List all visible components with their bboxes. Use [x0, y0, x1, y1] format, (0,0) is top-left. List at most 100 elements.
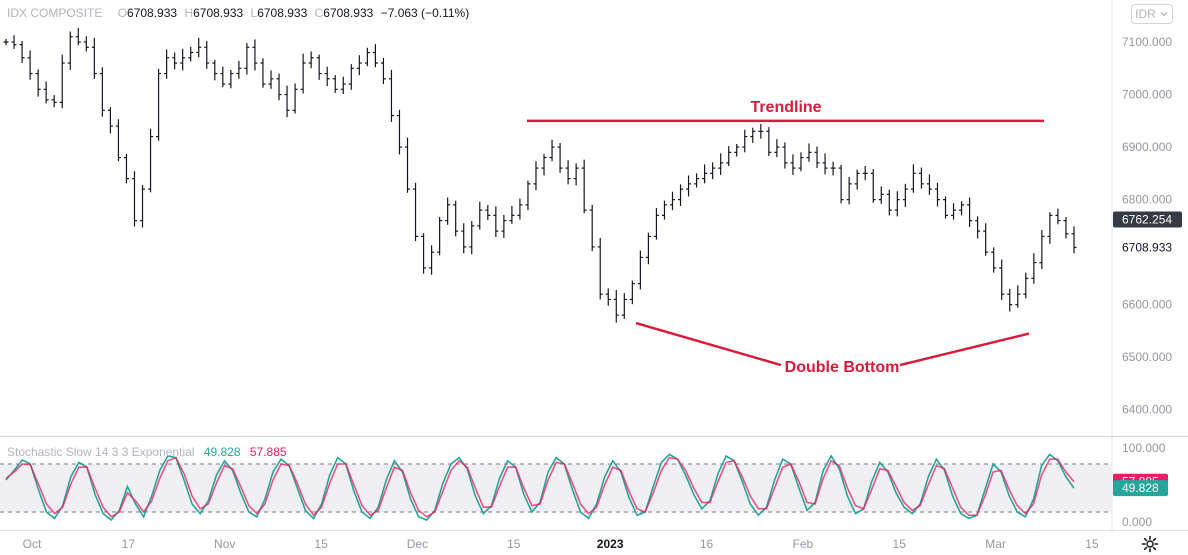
- ohlc-bar: [3, 38, 9, 46]
- close-value: 6708.933: [323, 6, 374, 20]
- chevron-down-icon: [1160, 12, 1168, 17]
- ohlc-bar: [493, 206, 499, 237]
- ohlc-bar: [300, 53, 306, 94]
- ohlc-bar: [43, 81, 49, 104]
- ohlc-bar: [59, 54, 65, 109]
- time-tick-label: 15: [893, 537, 907, 551]
- ohlc-bar: [11, 35, 17, 49]
- ohlc-bar: [774, 139, 780, 158]
- ohlc-bar: [597, 237, 603, 300]
- price-badge-bg: [1113, 211, 1182, 228]
- ohlc-bar: [886, 189, 892, 216]
- time-axis[interactable]: Oct 17 Nov 15 Dec 15 2023 16 Feb 15 Mar 15: [23, 537, 1099, 551]
- ohlc-bar: [308, 51, 314, 69]
- ohlc-bar: [678, 184, 684, 206]
- ohlc-bar: [1055, 208, 1061, 225]
- price-badge-bg: [1113, 239, 1182, 256]
- ohlc-bar: [975, 216, 981, 239]
- ohlc-bar: [525, 180, 531, 211]
- price-badge-label: 6762.254: [1122, 212, 1172, 226]
- ohlc-bar: [356, 55, 362, 76]
- ohlc-bar: [934, 182, 940, 207]
- stochastic-name[interactable]: Stochastic Slow 14 3 3 Exponential: [7, 445, 195, 459]
- ohlc-bar: [35, 69, 41, 97]
- ohlc-bar: [509, 205, 515, 224]
- ohlc-bar: [324, 66, 330, 87]
- ohlc-bar: [862, 165, 868, 181]
- open-key: O: [117, 6, 128, 20]
- ohlc-bar: [669, 191, 675, 211]
- time-tick-label: 2023: [597, 537, 624, 551]
- ohlc-bar: [766, 127, 772, 157]
- gear-icon[interactable]: [1141, 535, 1159, 553]
- ohlc-bar: [1039, 230, 1045, 269]
- ohlc-bar: [798, 152, 804, 172]
- time-tick-label: 17: [122, 537, 136, 551]
- price-tick-label: 6400.000: [1122, 403, 1172, 417]
- stochastic-tick-label: 0.000: [1122, 515, 1152, 529]
- ohlc-bar: [782, 142, 788, 169]
- ohlc-bar: [726, 146, 732, 166]
- ohlc-bar: [822, 153, 828, 175]
- time-tick-label: 15: [1085, 537, 1099, 551]
- time-tick-label: Nov: [214, 537, 235, 551]
- ohlc-bar: [453, 200, 459, 237]
- price-axis[interactable]: 7100.000 7000.000 6900.000 6800.000 6600.000…: [1113, 35, 1182, 417]
- change-value: −7.063 (−0.11%): [380, 6, 470, 20]
- ohlc-bar: [140, 184, 146, 228]
- low-value: 6708.933: [257, 6, 308, 20]
- ohlc-bar: [999, 259, 1005, 300]
- ohlc-bar: [292, 83, 298, 114]
- double-bottom-left-line: [635, 321, 782, 367]
- ohlc-bar: [517, 198, 523, 220]
- ohlc-bar: [926, 174, 932, 195]
- ohlc-bar: [348, 64, 354, 90]
- ohlc-bar: [131, 171, 137, 227]
- stochastic-badge-label: 49.828: [1122, 481, 1159, 495]
- ohlc-bar: [252, 39, 258, 71]
- currency-button[interactable]: IDR: [1131, 4, 1173, 24]
- symbol-name[interactable]: IDX COMPOSITE: [7, 6, 103, 20]
- ohlc-bar: [19, 40, 25, 64]
- ohlc-bar: [710, 162, 716, 180]
- ohlc-bar: [316, 54, 322, 80]
- ohlc-bar: [99, 67, 105, 117]
- price-tick-label: 7100.000: [1122, 35, 1172, 49]
- ohlc-bar: [878, 186, 884, 204]
- stochastic-d-value: 57.885: [249, 445, 287, 459]
- ohlc-bar: [380, 57, 386, 85]
- ohlc-bar: [814, 146, 820, 169]
- ohlc-bar: [1023, 272, 1029, 299]
- ohlc-bar: [469, 221, 475, 255]
- ohlc-bar: [549, 139, 555, 162]
- ohlc-bar: [236, 60, 242, 79]
- ohlc-bar: [637, 250, 643, 290]
- ohlc-bar: [846, 177, 852, 205]
- ohlc-bar: [694, 173, 700, 188]
- ohlc-bar: [429, 245, 435, 275]
- price-tick-label: 6900.000: [1122, 140, 1172, 154]
- ohlc-bar: [27, 50, 33, 80]
- time-tick-label: Dec: [407, 537, 428, 551]
- ohlc-bar: [910, 164, 916, 193]
- ohlc-bar: [742, 129, 748, 153]
- ohlc-bar: [613, 289, 619, 323]
- time-tick-label: Feb: [793, 537, 814, 551]
- ohlc-bar: [790, 154, 796, 175]
- ohlc-bar: [332, 75, 338, 93]
- ohlc-bar: [364, 47, 370, 67]
- price-tick-label: 7000.000: [1122, 88, 1172, 102]
- ohlc-bar: [228, 69, 234, 89]
- ohlc-bar: [396, 109, 402, 155]
- ohlc-bar: [268, 70, 274, 89]
- stochastic-badge-bg: [1113, 480, 1168, 497]
- stochastic-legend: Stochastic Slow 14 3 3 Exponential 49.82…: [7, 445, 287, 459]
- ohlc-bar: [967, 197, 973, 227]
- ohlc-bar: [172, 52, 178, 70]
- ohlc-bar: [621, 293, 627, 319]
- time-tick-label: 15: [314, 537, 328, 551]
- currency-label: IDR: [1135, 7, 1156, 21]
- ohlc-bar: [477, 201, 483, 230]
